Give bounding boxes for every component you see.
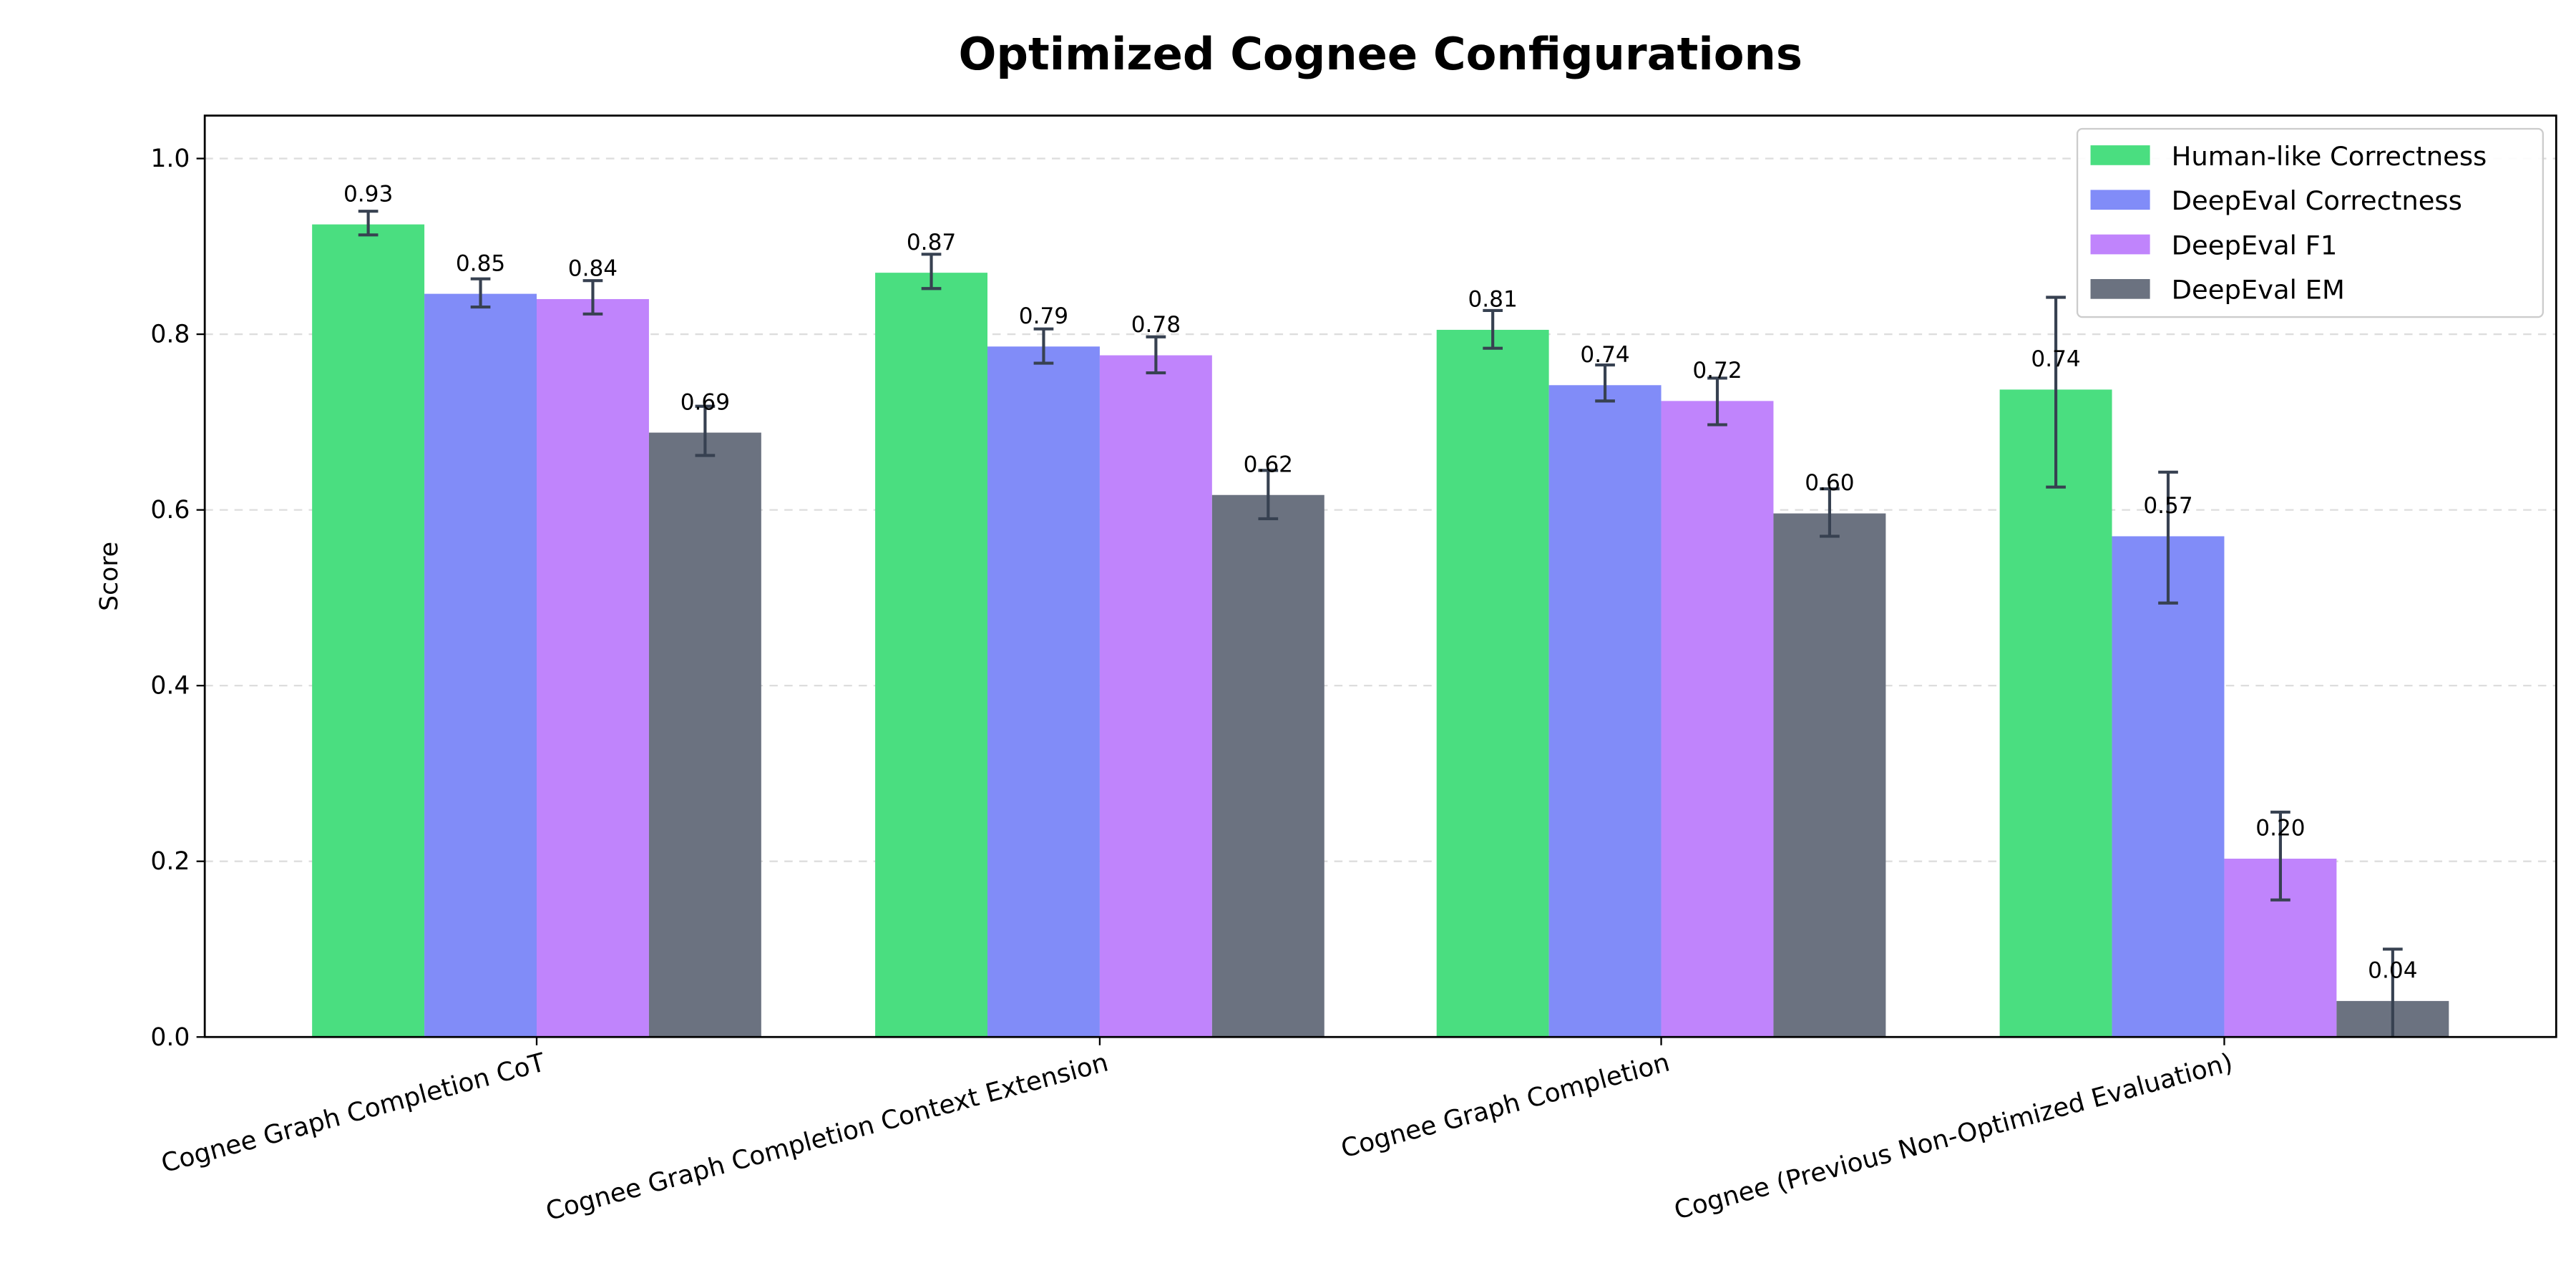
y-tick-label: 0.2 [150, 847, 190, 876]
y-axis: 0.0 0.2 0.4 0.6 0.8 1.0 [150, 145, 205, 1052]
data-label: 0.62 [1244, 452, 1293, 477]
data-label: 0.57 [2143, 493, 2192, 519]
legend-swatch [2090, 190, 2150, 210]
data-label: 0.74 [1580, 342, 1629, 368]
data-label: 0.69 [680, 389, 730, 415]
data-label: 0.93 [343, 181, 393, 207]
x-tick-label: Cognee Graph Completion CoT [158, 1048, 548, 1179]
x-tick-label: Cognee Graph Completion Context Extensio… [543, 1048, 1112, 1226]
data-labels: 0.93 0.85 0.84 0.69 0.87 0.79 0.78 0.62 0.81 0.74… [343, 181, 2418, 983]
bar [1211, 494, 1324, 1038]
legend: Human-like Correctness DeepEval Correctne… [2076, 127, 2544, 318]
bar [1436, 329, 1549, 1038]
y-tick-label: 0.6 [150, 496, 190, 525]
legend-label: DeepEval EM [2172, 275, 2345, 306]
error-bars [358, 210, 2403, 1038]
data-label: 0.81 [1468, 287, 1517, 313]
bar [312, 224, 425, 1038]
bar [424, 293, 537, 1038]
y-tick-label: 1.0 [150, 145, 190, 173]
chart-title: Optimized Cognee Configurations [958, 28, 1802, 80]
data-label: 0.85 [456, 250, 505, 276]
x-tick-label: Cognee Graph Completion [1338, 1048, 1673, 1163]
data-label: 0.87 [907, 230, 956, 255]
bar [1548, 385, 1662, 1038]
data-label: 0.60 [1805, 470, 1854, 496]
bar [1661, 401, 1774, 1038]
data-label: 0.78 [1131, 312, 1181, 338]
legend-label: DeepEval Correctness [2172, 185, 2462, 216]
bar [1999, 389, 2112, 1038]
data-label: 0.20 [2255, 816, 2305, 841]
bar [648, 432, 761, 1038]
bar [1773, 513, 1886, 1038]
legend-swatch [2090, 145, 2150, 165]
y-tick-label: 0.4 [150, 672, 190, 701]
bar [1099, 355, 1212, 1038]
bar [875, 273, 987, 1038]
legend-label: Human-like Correctness [2172, 141, 2487, 172]
legend-label: DeepEval F1 [2172, 230, 2338, 260]
data-label: 0.74 [2031, 346, 2080, 372]
bar [987, 346, 1100, 1038]
legend-box [2076, 127, 2544, 318]
bar [2112, 536, 2225, 1038]
data-label: 0.72 [1692, 358, 1742, 384]
x-tick-label: Cognee (Previous Non-Optimized Evaluatio… [1671, 1048, 2235, 1225]
data-label: 0.04 [2368, 958, 2417, 984]
bar [537, 298, 649, 1038]
y-tick-label: 0.8 [150, 321, 190, 349]
plot-frame [203, 114, 2557, 1038]
legend-swatch [2090, 279, 2150, 299]
y-tick-label: 0.0 [150, 1023, 190, 1052]
legend-swatch [2090, 234, 2150, 255]
data-label: 0.84 [568, 256, 618, 282]
y-axis-label: Score [95, 542, 124, 611]
bars [312, 224, 2449, 1038]
data-label: 0.79 [1019, 303, 1068, 329]
